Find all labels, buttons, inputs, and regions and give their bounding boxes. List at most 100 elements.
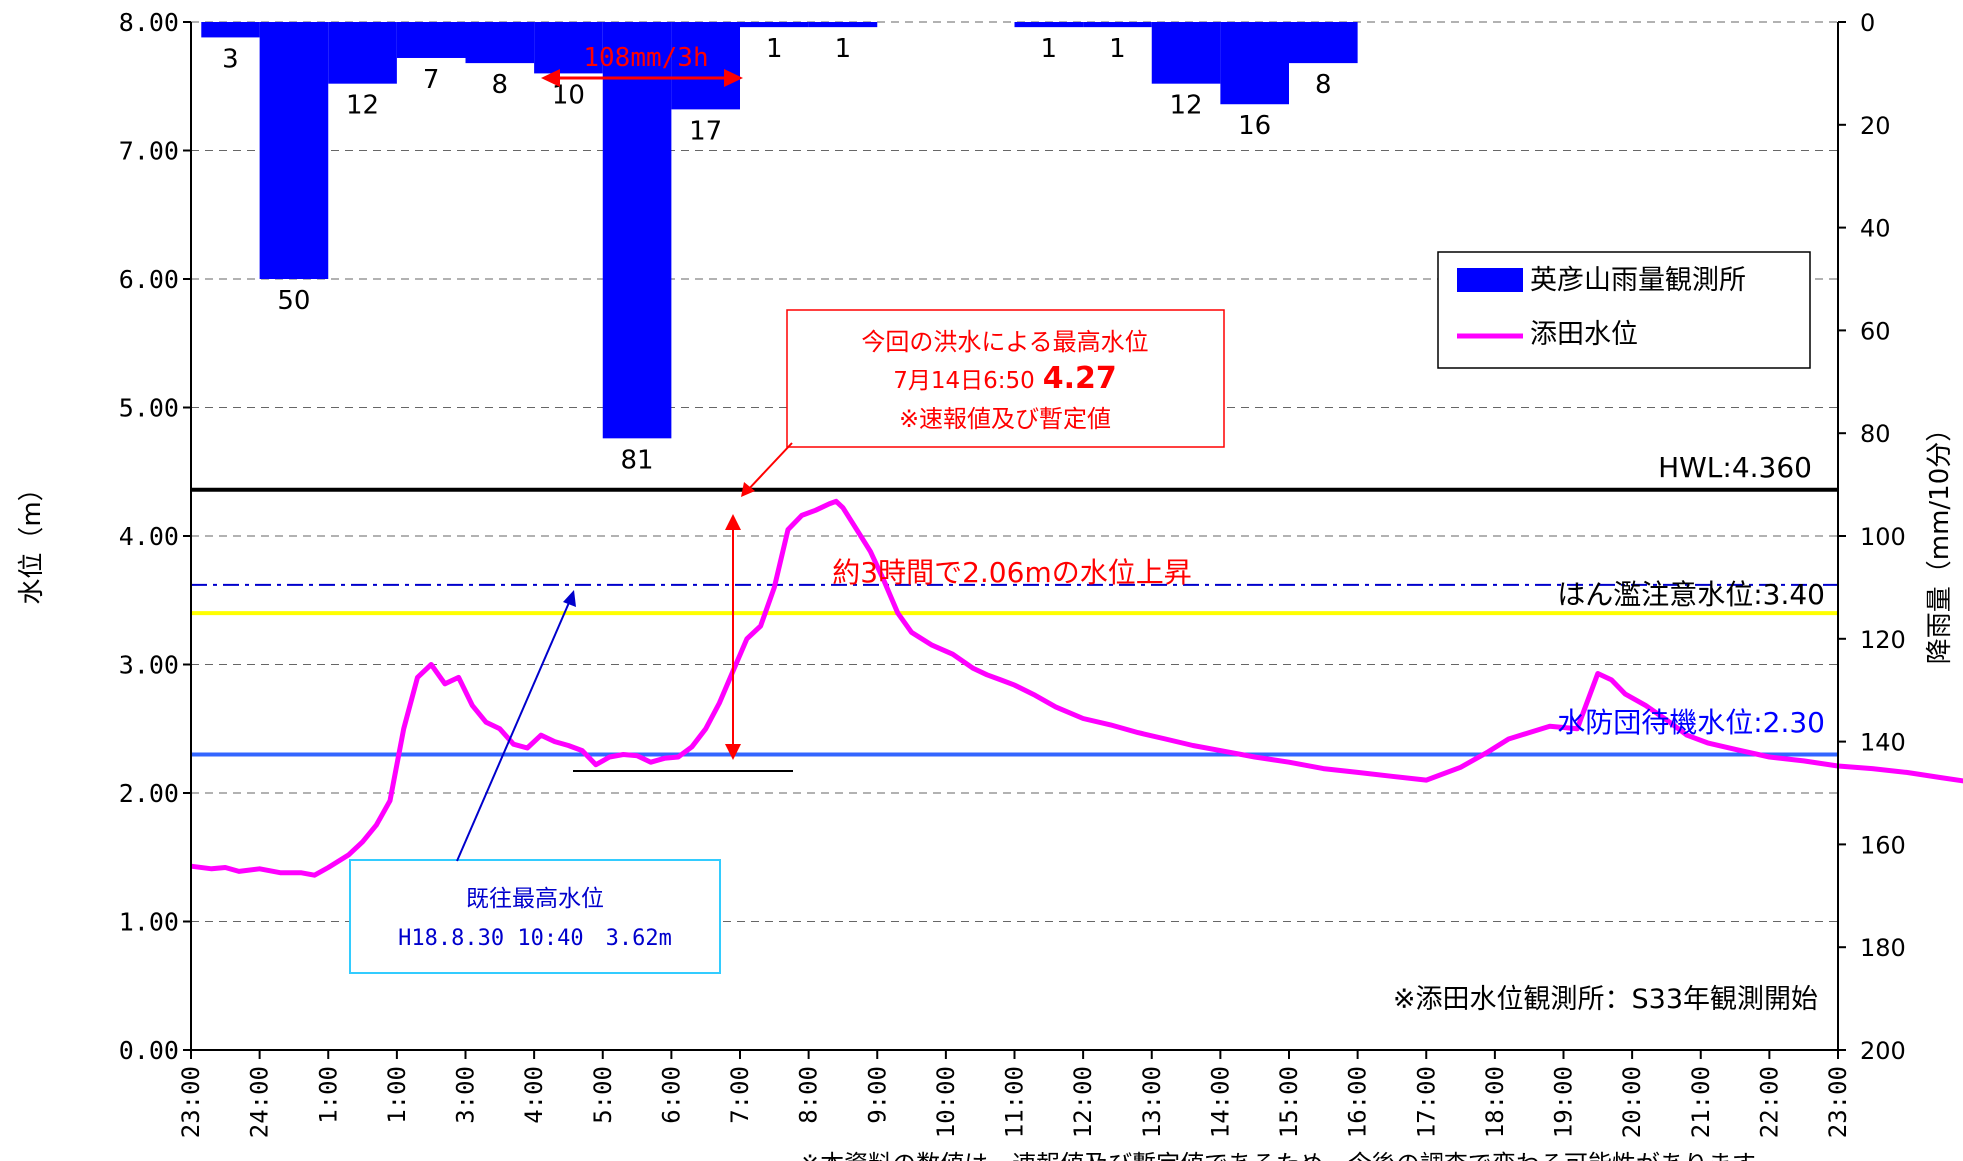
rain-bar-label: 8 [492, 70, 509, 100]
rain-bar [808, 22, 878, 28]
rain-bar-label: 1 [1041, 34, 1058, 64]
rain-bar-label: 16 [1238, 111, 1271, 141]
rain-bar-label: 1 [835, 34, 852, 64]
rain-bar [1014, 22, 1084, 28]
x-tick-label: 17:00 [1412, 1066, 1440, 1138]
x-tick-label: 8:00 [795, 1066, 823, 1124]
x-tick-label: 16:00 [1344, 1066, 1372, 1138]
historic-callout-pointer [456, 597, 572, 862]
peak-callout-box [786, 309, 1225, 448]
rain-bar [396, 22, 466, 58]
rain-bar [602, 22, 672, 439]
x-ticks: 23:00 24:00 1:00 1:00 3:00 4:00 5:00 6:00 7:00 8:… [177, 1050, 1852, 1138]
y-left-tick-label: 5.00 [119, 394, 179, 423]
historic-callout-line2: H18.8.30 10:40 3.62m [398, 926, 672, 951]
rain-bar-label: 8 [1315, 70, 1332, 100]
y-right-tick-label: 160 [1860, 831, 1906, 859]
rain-bar-label: 81 [621, 445, 654, 475]
flood-warning-label: はん濫注意水位:3.40 [1557, 578, 1825, 611]
y-right-tick-label: 20 [1860, 112, 1891, 140]
x-tick-label: 1:00 [314, 1066, 342, 1124]
y-right-tick-label: 0 [1860, 9, 1875, 37]
y-left-axis-title: 水位（m） [17, 475, 47, 604]
y-left-tick-label: 0.00 [119, 1036, 179, 1065]
rain-bar-label: 12 [1170, 91, 1203, 121]
x-tick-label: 3:00 [452, 1066, 480, 1124]
water-level-line [190, 498, 1963, 878]
legend-label-bars: 英彦山雨量観測所 [1530, 265, 1746, 296]
y-right-tick-label: 120 [1860, 626, 1906, 654]
peak-callout-line1: 今回の洪水による最高水位 [861, 328, 1148, 356]
gridlines [191, 21, 1838, 922]
x-tick-label: 7:00 [726, 1066, 754, 1124]
x-tick-label: 23:00 [1824, 1066, 1852, 1138]
y-left-tick-label: 7.00 [119, 137, 179, 166]
station-note: ※添田水位観測所：S33年観測開始 [1393, 984, 1818, 1015]
rain-bar [328, 22, 397, 84]
x-tick-label: 19:00 [1550, 1066, 1578, 1138]
standby-label: 水防団待機水位:2.30 [1557, 706, 1825, 739]
x-tick-label: 9:00 [863, 1066, 891, 1124]
rain-bar [1220, 22, 1289, 105]
x-tick-label: 12:00 [1069, 1066, 1097, 1138]
y-left-tick-label: 3.00 [119, 651, 179, 680]
legend-label-line: 添田水位 [1530, 319, 1638, 350]
y-right-tick-label: 180 [1860, 934, 1906, 962]
y-right-tick-label: 40 [1860, 215, 1891, 243]
x-tick-label: 4:00 [520, 1066, 548, 1124]
x-tick-label: 20:00 [1618, 1066, 1646, 1138]
y-left-tick-label: 2.00 [119, 779, 179, 808]
x-tick-label: 10:00 [932, 1066, 960, 1138]
rain-bar [465, 22, 535, 64]
x-tick-label: 14:00 [1206, 1066, 1234, 1138]
peak-callout-value: 4.27 [1043, 361, 1117, 396]
rain-bar-label: 7 [423, 65, 440, 95]
rain-bar-label: 1 [1109, 34, 1126, 64]
peak-callout-time: 7月14日6:50 [893, 368, 1035, 394]
x-tick-label: 21:00 [1687, 1066, 1715, 1138]
y-right-tick-label: 200 [1860, 1037, 1906, 1065]
rain-bar [201, 22, 260, 38]
x-tick-label: 23:00 [177, 1066, 205, 1138]
rise-arrowhead-top [725, 514, 741, 530]
y-right-tick-label: 100 [1860, 523, 1906, 551]
rain-total-label: 108mm/3h [583, 43, 708, 73]
y-left-ticks: 0.00 1.00 2.00 3.00 4.00 5.00 6.00 7.00 8.00 [119, 8, 191, 1065]
rain-total-arrowhead-right [724, 69, 743, 87]
y-right-tick-label: 140 [1860, 729, 1906, 757]
rain-bar [1289, 22, 1358, 64]
rain-bar [671, 22, 740, 110]
y-right-axis-title: 降雨量（mm/10分） [1925, 416, 1955, 665]
footnote: ※本資料の数値は、速報値及び暫定値であるため、今後の調査で変わる可能性があります [800, 1150, 1756, 1161]
historic-callout-line1: 既往最高水位 [466, 886, 604, 912]
hwl-label: HWL:4.360 [1658, 451, 1812, 484]
x-tick-label: 11:00 [1001, 1066, 1029, 1138]
x-tick-label: 22:00 [1755, 1066, 1783, 1138]
y-right-ticks: 0 20 40 60 80 100 120 140 160 180 200 [1838, 9, 1906, 1065]
rain-bar-label: 12 [346, 91, 379, 121]
rise-label: 約3時間で2.06mの水位上昇 [832, 556, 1191, 589]
rain-bar-label: 17 [689, 116, 722, 146]
historic-callout-box [349, 859, 721, 974]
x-tick-label: 6:00 [657, 1066, 685, 1124]
y-right-tick-label: 80 [1860, 420, 1891, 448]
legend-swatch-bars [1457, 268, 1523, 292]
x-tick-label: 13:00 [1138, 1066, 1166, 1138]
legend: 英彦山雨量観測所 添田水位 [1437, 251, 1811, 369]
reference-lines [191, 487, 1838, 757]
y-right-tick-label: 60 [1860, 317, 1891, 345]
x-tick-label: 24:00 [246, 1066, 274, 1138]
y-left-tick-label: 6.00 [119, 265, 179, 294]
rain-bar [740, 22, 809, 28]
x-tick-label: 18:00 [1481, 1066, 1509, 1138]
y-left-tick-label: 8.00 [119, 8, 179, 37]
rain-bars [201, 22, 1358, 439]
rain-bar-label: 50 [277, 286, 310, 316]
historic-callout-pointer-head [563, 590, 576, 607]
peak-callout-line2: 7月14日6:50 4.27 [893, 361, 1117, 396]
peak-callout-line3: ※速報値及び暫定値 [899, 405, 1111, 433]
rain-bar [1083, 22, 1152, 28]
peak-callout-pointer-head [741, 482, 755, 497]
rain-bar-label: 1 [766, 34, 783, 64]
x-tick-label: 15:00 [1275, 1066, 1303, 1138]
